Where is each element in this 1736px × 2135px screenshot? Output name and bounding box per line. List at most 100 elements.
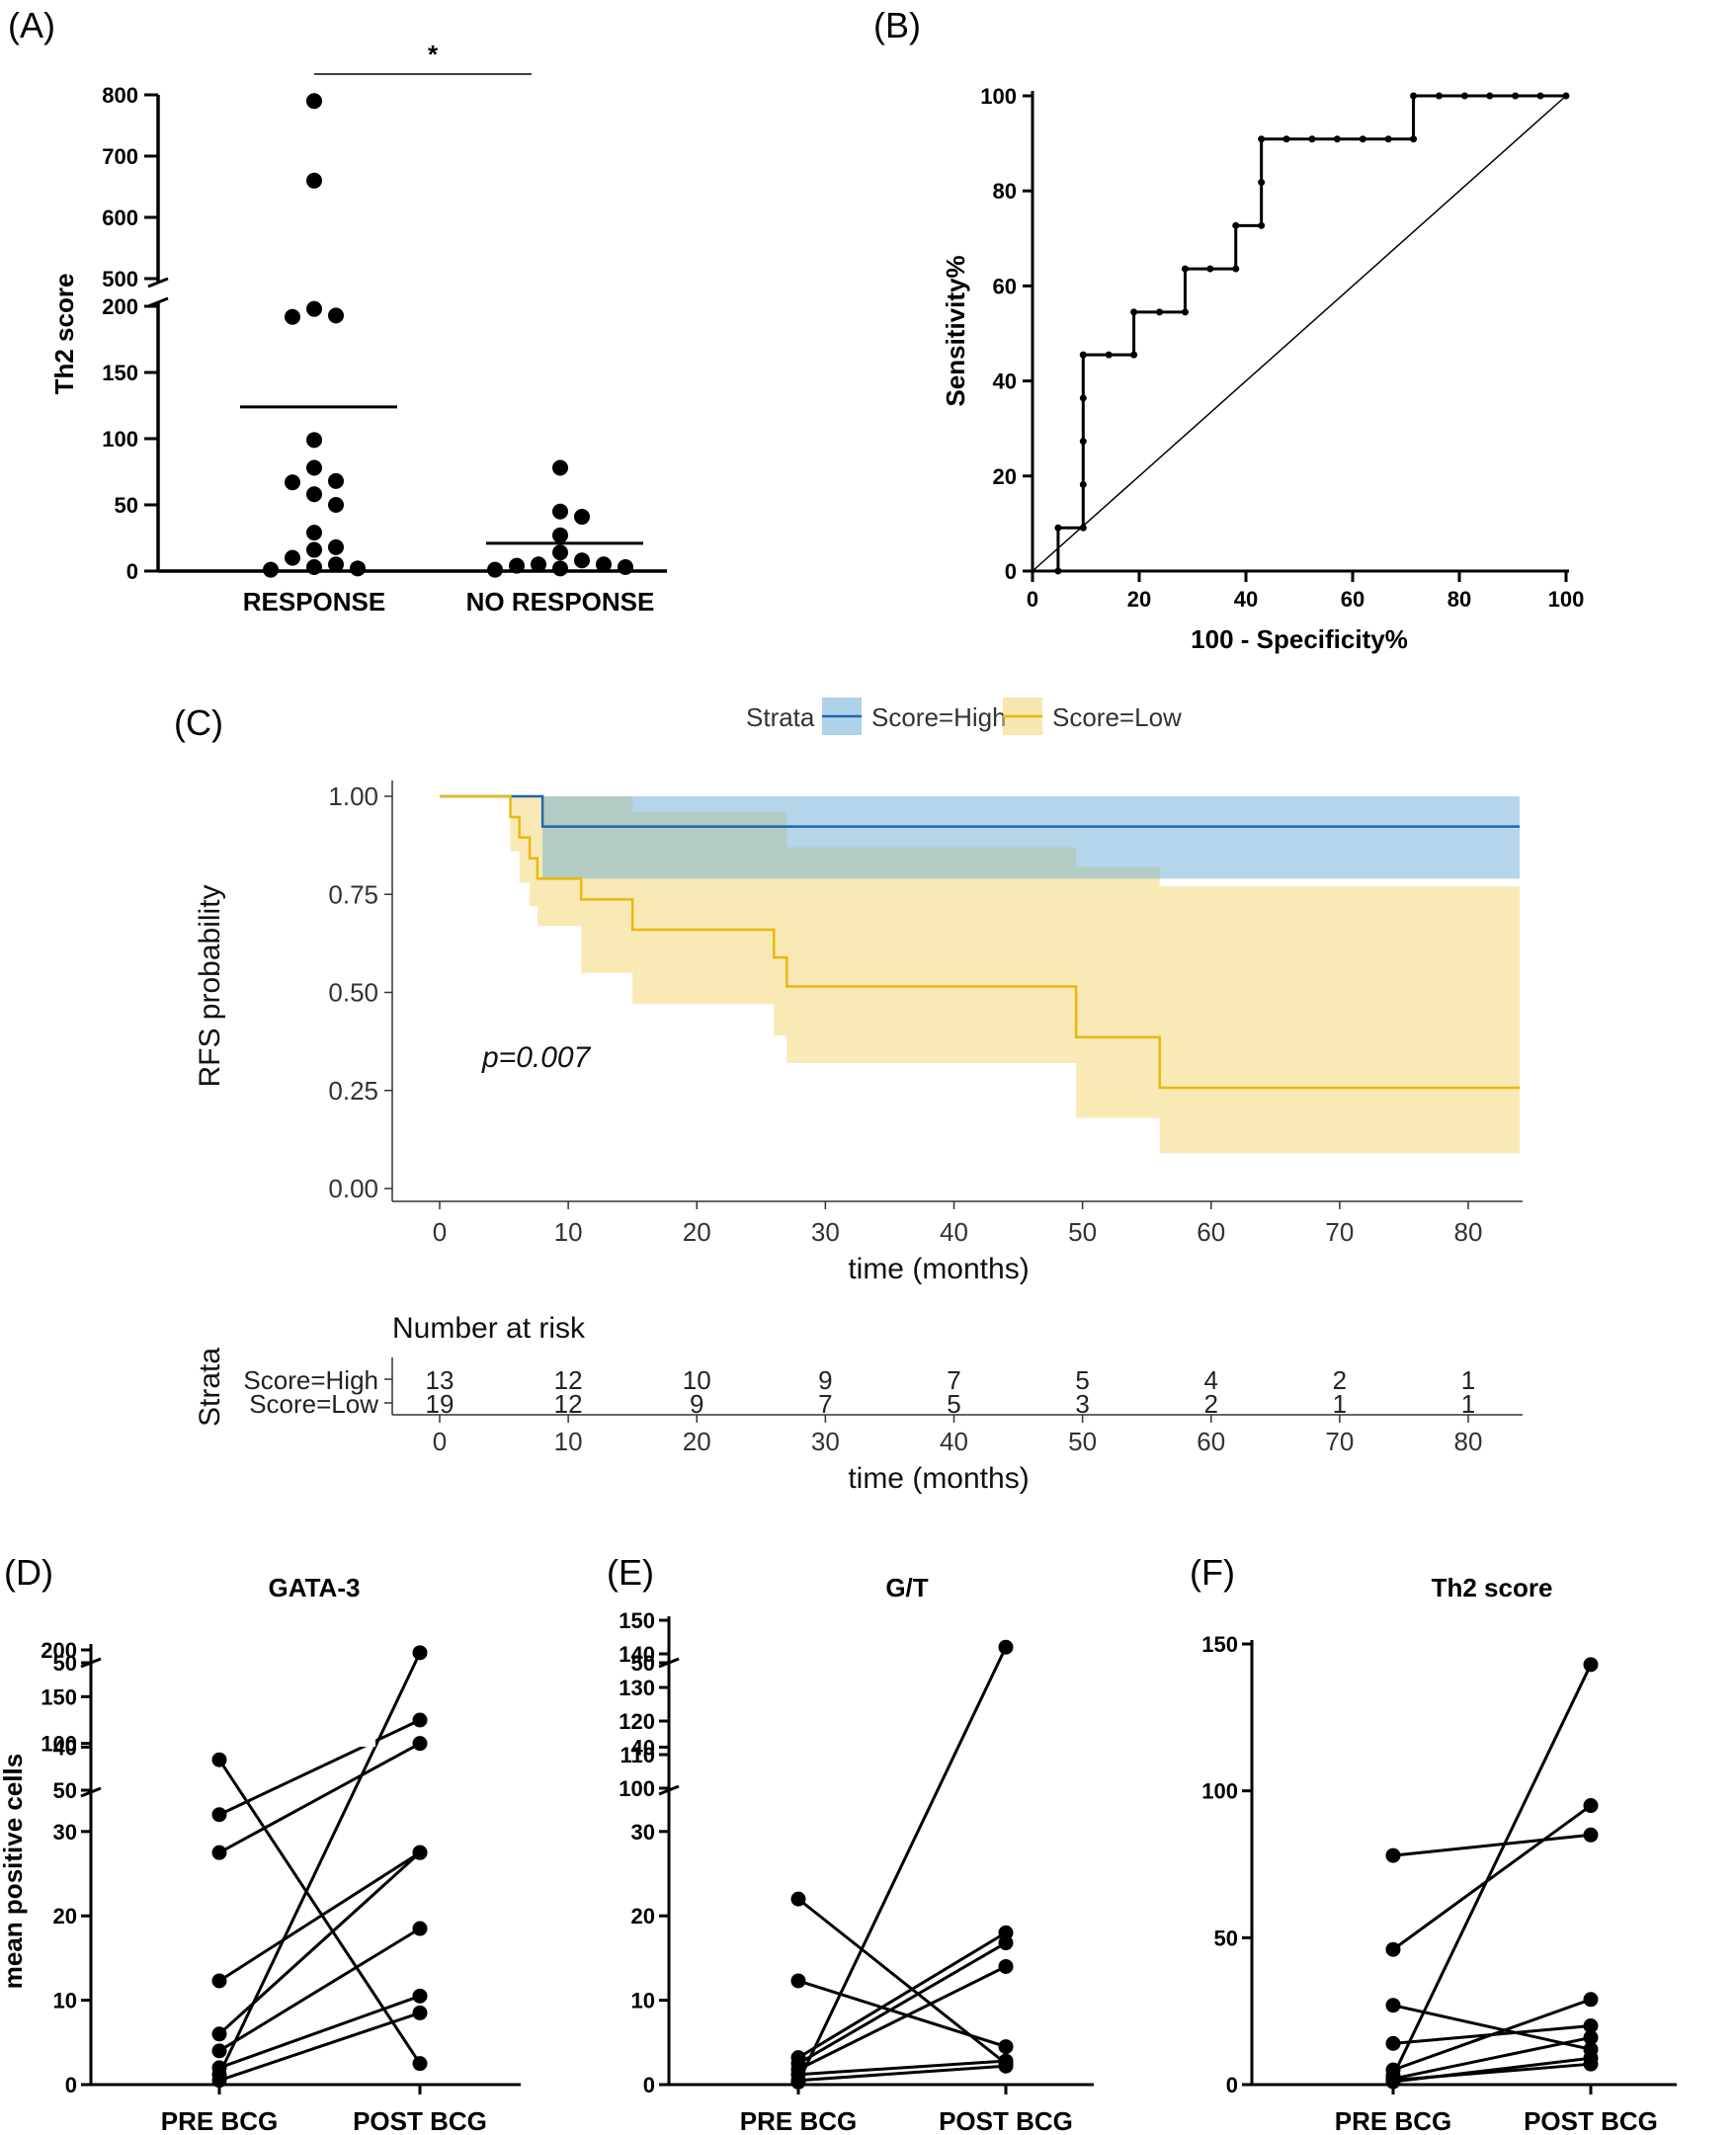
data-point: [328, 472, 344, 489]
paired-line: [797, 1930, 1007, 2059]
roc-point: [1282, 135, 1290, 143]
legend-label: Score=Low: [1052, 702, 1182, 732]
data-point: [487, 561, 503, 578]
paired-line: [797, 1979, 1007, 2048]
survival-curve: [440, 794, 1521, 1090]
pre-bcg-point: [211, 2026, 227, 2042]
y-tick-label: 60: [993, 274, 1017, 298]
pre-bcg-point: [1385, 1848, 1401, 1863]
y-tick-label: 10: [53, 1989, 77, 2013]
panel-d-gata3: 0 10 20 30 40 50 50 100 150 200 GATA-3 mean positiv…: [0, 1573, 521, 2135]
pre-bcg-point: [211, 1807, 227, 1823]
y-tick-label: 50: [53, 1651, 77, 1676]
y-tick-label: 130: [619, 1676, 655, 1700]
post-bcg-point: [998, 1958, 1014, 1974]
roc-point: [1181, 265, 1189, 273]
axis-break-gap: [336, 1719, 375, 1747]
roc-point: [1181, 308, 1189, 316]
paired-line: [1392, 2056, 1592, 2084]
pre-bcg-point: [790, 2074, 806, 2090]
x-tick-label: 80: [1454, 1217, 1483, 1247]
post-bcg-point: [412, 1645, 428, 1661]
y-tick-label: 10: [631, 1989, 655, 2013]
roc-point: [1130, 308, 1138, 316]
risk-x-tick-label: 0: [433, 1427, 447, 1456]
panel-e-gt: 0 10 20 30 40 50 100 110 120 130 140 150 G/T PRE BCG P…: [619, 1573, 1094, 2135]
post-bcg-point: [412, 1736, 428, 1752]
panel-b-roc-curve: 0 20 40 60 80 100 0 20 40 60 80 100 100 - Specificit…: [941, 84, 1584, 654]
roc-point: [1308, 135, 1316, 143]
paired-line: [797, 2059, 1007, 2077]
risk-value: 7: [818, 1389, 832, 1419]
data-point: [306, 486, 322, 503]
risk-value: 2: [1333, 1365, 1347, 1395]
x-tick-label: 60: [1341, 587, 1364, 612]
y-tick-label: 100: [102, 427, 138, 452]
y-tick-label: 0.25: [328, 1076, 378, 1106]
paired-line: [217, 1759, 422, 2065]
reference-diagonal: [1032, 95, 1567, 572]
paired-line: [1392, 1804, 1592, 1951]
data-point: [552, 527, 568, 543]
risk-x-tick-label: 40: [940, 1427, 968, 1456]
roc-point: [1258, 179, 1266, 187]
x-tick-label: 0: [433, 1217, 447, 1247]
panel-f-letter: (F): [1190, 1552, 1235, 1593]
x-tick-label: 0: [1027, 587, 1038, 612]
roc-point: [1410, 135, 1418, 143]
risk-y-axis-title: Strata: [194, 1348, 226, 1427]
y-tick-label: 150: [102, 361, 138, 385]
panel-c-kaplan-meier: 0.000.250.500.751.000 10 20 30 40 50 60 70 80tim…: [194, 698, 1523, 1495]
panel-a-dot-plot: 0 50 100 150 200 500 600 700 800 Th2 score RESPONS…: [49, 40, 667, 616]
data-point: [531, 556, 546, 573]
x-tick-label: 40: [940, 1217, 968, 1247]
axis-break-mark: [80, 1786, 102, 1798]
y-tick-label: 20: [53, 1904, 77, 1929]
data-point: [285, 308, 300, 325]
data-point: [596, 556, 612, 573]
x-category-label: NO RESPONSE: [466, 587, 655, 616]
post-bcg-point: [1583, 1657, 1599, 1673]
x-tick-label: 100: [1548, 587, 1585, 612]
risk-value: 12: [554, 1365, 583, 1395]
paired-line: [218, 2011, 421, 2083]
x-tick-label: 10: [554, 1217, 583, 1247]
risk-value: 7: [947, 1365, 960, 1395]
post-bcg-point: [1583, 2050, 1599, 2066]
roc-point: [1105, 351, 1113, 359]
x-tick-label: 60: [1197, 1217, 1225, 1247]
y-tick-label: 120: [619, 1709, 655, 1734]
panel-title: GATA-3: [269, 1573, 361, 1602]
post-bcg-point: [1583, 1827, 1599, 1843]
paired-line: [218, 1850, 421, 1983]
post-bcg-point: [412, 1988, 428, 2004]
confidence-band: [510, 796, 1521, 1154]
roc-point: [1079, 438, 1087, 446]
y-tick-label: 1.00: [328, 781, 378, 811]
data-point: [552, 560, 568, 577]
paired-line: [217, 1652, 422, 2076]
post-bcg-point: [998, 2058, 1014, 2074]
data-point: [509, 557, 525, 574]
paired-line: [1392, 2004, 1592, 2051]
roc-point: [1232, 221, 1240, 229]
risk-value: 1: [1333, 1389, 1347, 1419]
post-bcg-point: [412, 1712, 428, 1728]
x-tick-label: 20: [1127, 587, 1151, 612]
risk-x-tick-label: 70: [1325, 1427, 1354, 1456]
panel-d-letter: (D): [4, 1552, 53, 1593]
pre-bcg-point: [1385, 2074, 1401, 2090]
y-tick-label: 700: [102, 144, 138, 169]
y-tick-label: 0: [1005, 559, 1017, 584]
data-point: [552, 544, 568, 561]
roc-point: [1359, 135, 1366, 143]
paired-line: [796, 1646, 1008, 2084]
y-tick-label: 30: [631, 1820, 655, 1845]
data-point: [328, 497, 344, 513]
y-tick-label: 0: [126, 559, 138, 584]
roc-point: [1562, 92, 1570, 100]
risk-value: 4: [1204, 1365, 1218, 1395]
panel-b-letter: (B): [873, 5, 921, 45]
roc-point: [1512, 92, 1520, 100]
paired-line: [797, 1941, 1007, 2065]
